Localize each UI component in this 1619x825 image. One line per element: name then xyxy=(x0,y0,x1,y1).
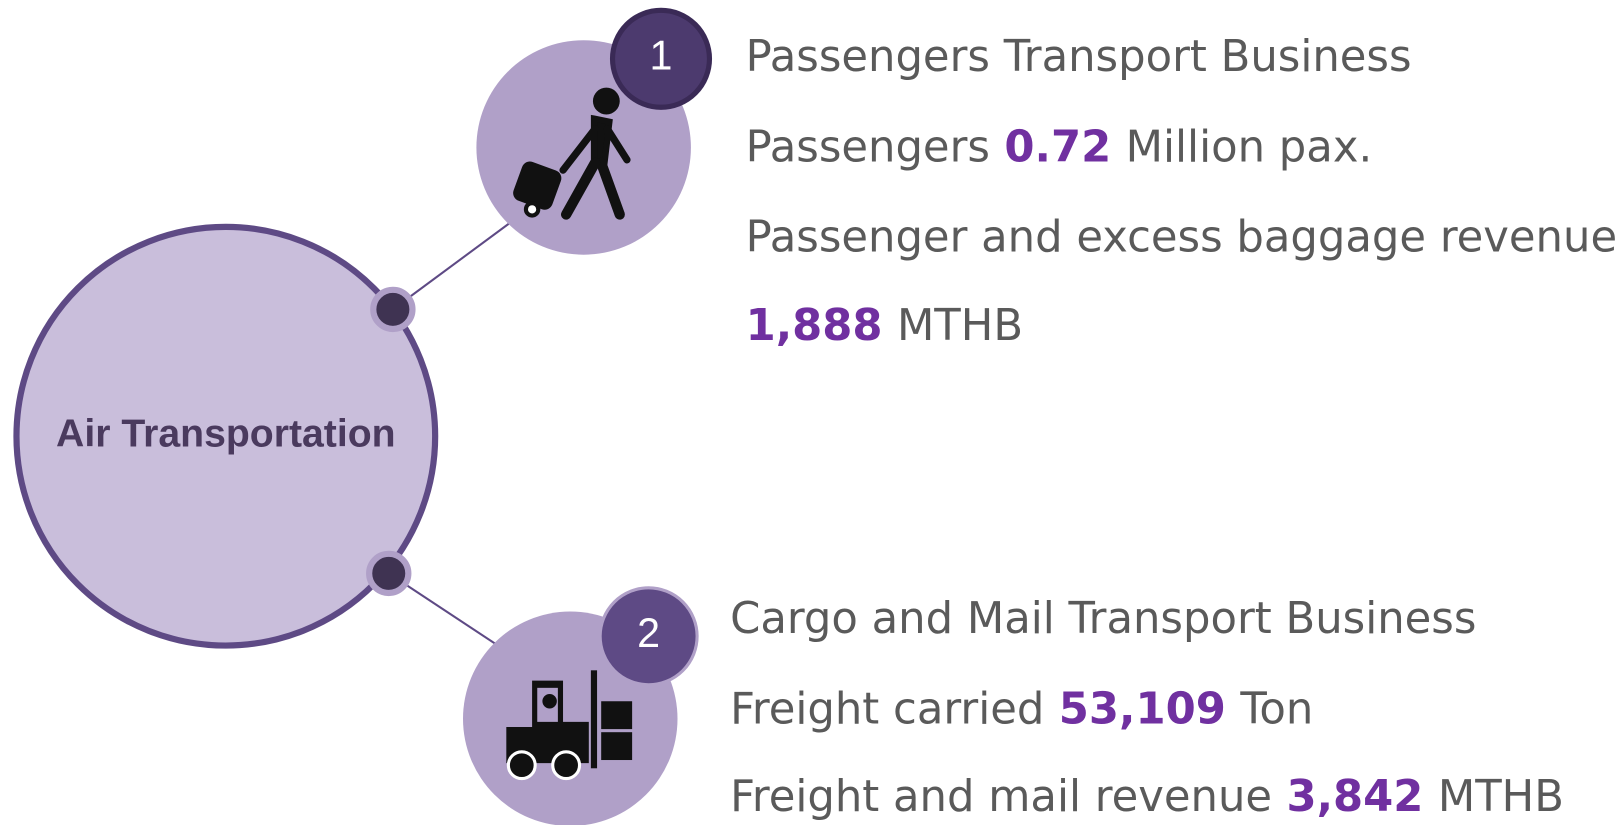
highlight-value: 0.72 xyxy=(1004,122,1111,172)
text-line: Passengers 0.72 Million pax. xyxy=(746,122,1373,172)
connector-dot xyxy=(366,550,412,597)
text-line: Passenger and excess baggage revenue xyxy=(746,212,1618,262)
badge xyxy=(609,7,713,110)
highlight-value: 3,842 xyxy=(1286,772,1423,822)
text-segment: Freight carried xyxy=(730,684,1044,734)
traveler-icon xyxy=(513,87,631,220)
connector xyxy=(392,220,513,311)
text-segment: MTHB xyxy=(897,300,1023,350)
badge-number: 2 xyxy=(637,610,660,656)
text-segment: Ton xyxy=(1239,684,1313,734)
badge-number: 1 xyxy=(650,33,673,79)
text-segment: Freight and mail revenue xyxy=(730,772,1272,822)
text-line: Cargo and Mail Transport Business xyxy=(730,593,1476,643)
text-segment: Cargo and Mail Transport Business xyxy=(730,593,1476,643)
center-circle xyxy=(13,223,439,649)
text-segment: Million pax. xyxy=(1126,122,1373,172)
forklift-icon xyxy=(506,670,633,781)
text-segment: Passengers Transport Business xyxy=(746,31,1412,81)
text-segment: MTHB xyxy=(1438,772,1564,822)
text-segment: Passenger and excess baggage revenue xyxy=(746,212,1618,262)
badge xyxy=(598,586,699,687)
center-label: Air Transportation xyxy=(56,413,396,456)
text-line: Freight carried 53,109 Ton xyxy=(730,684,1313,734)
highlight-value: 53,109 xyxy=(1059,684,1226,734)
text-line: Freight and mail revenue 3,842 MTHB xyxy=(730,772,1564,822)
text-line: Passengers Transport Business xyxy=(746,31,1412,81)
text-segment: Passengers xyxy=(746,122,990,172)
text-line: 1,888 MTHB xyxy=(746,300,1023,350)
connector-dot xyxy=(370,286,416,333)
highlight-value: 1,888 xyxy=(746,300,883,350)
